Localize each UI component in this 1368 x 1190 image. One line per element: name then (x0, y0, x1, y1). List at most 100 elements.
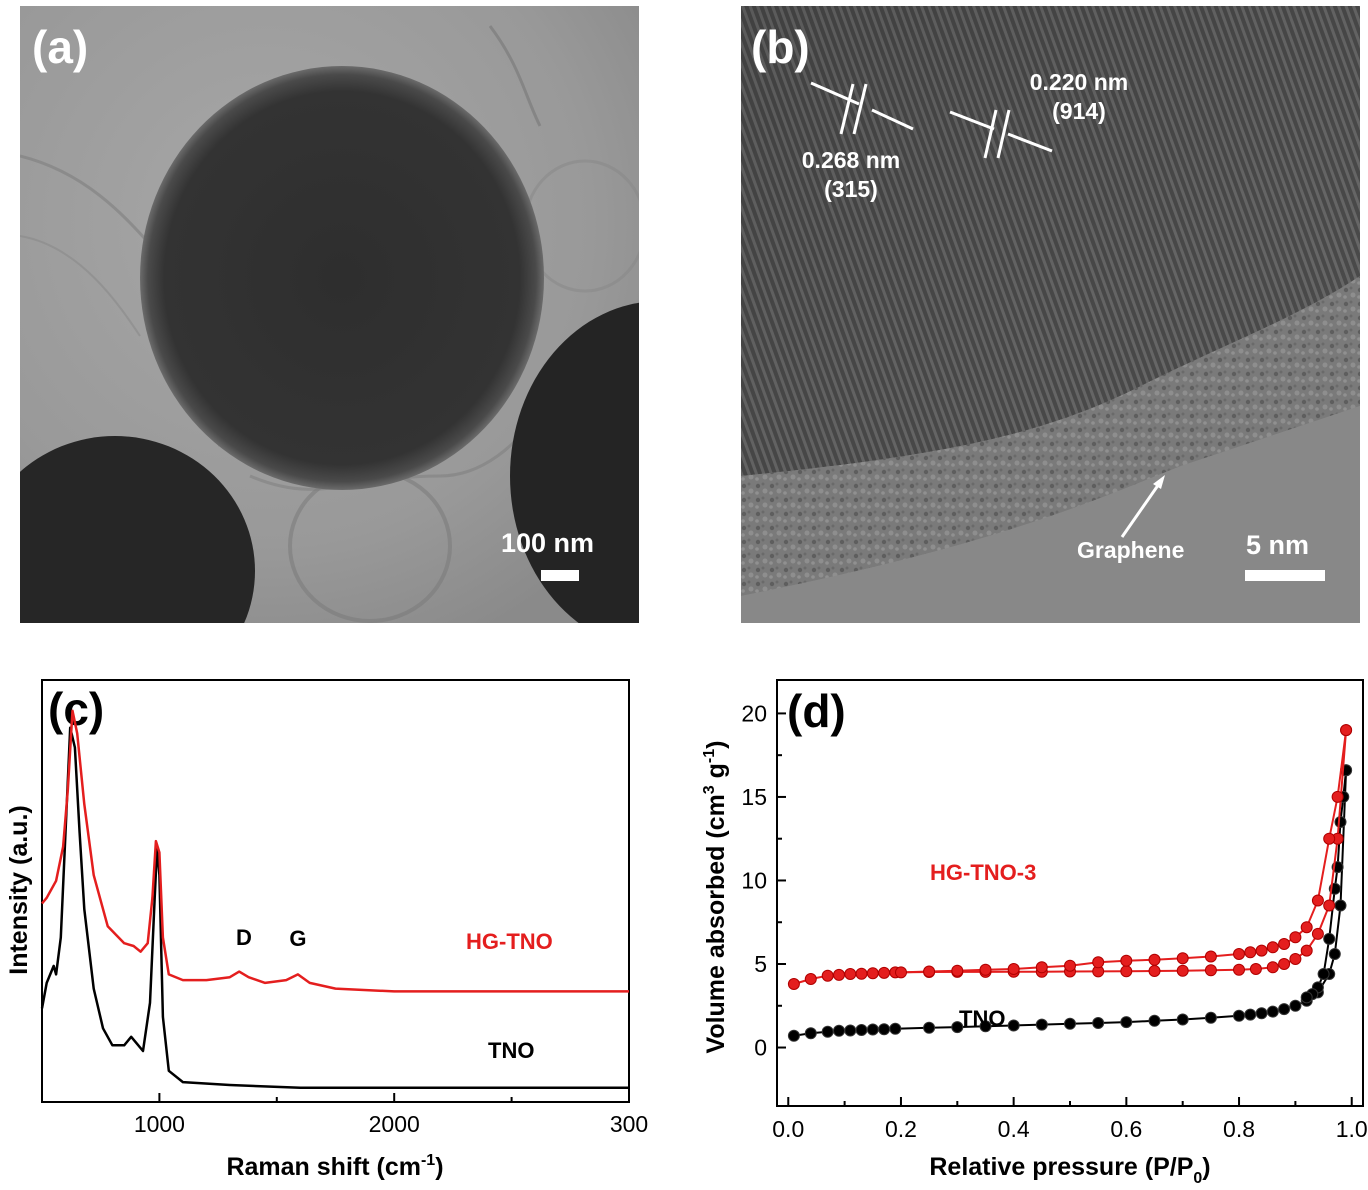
raman-series-label-hg-tno: HG-TNO (466, 929, 553, 954)
isotherm-point-tno (855, 1024, 868, 1036)
isotherm-point-hg-tno-3 (1278, 958, 1291, 970)
isotherm-point-hg-tno-3 (951, 964, 964, 977)
isotherm-point-hg-tno-3 (1249, 963, 1262, 975)
isotherm-point-tno (1035, 1018, 1048, 1031)
isotherm-point-hg-tno-3 (979, 963, 992, 976)
panel-label-a: (a) (32, 21, 89, 73)
particle-bottom-right (510, 302, 639, 623)
isotherm-point-tno (1300, 991, 1313, 1004)
isotherm-point-hg-tno-3 (1289, 953, 1302, 965)
raman-series-hg-tno (41, 709, 629, 993)
isotherm-adsorption-line-tno (793, 770, 1348, 1037)
isotherm-point-hg-tno-3 (1233, 963, 1245, 976)
isotherm-y-tick-label: 20 (741, 700, 767, 726)
isotherm-point-hg-tno-3 (1255, 944, 1268, 957)
isotherm-plot-frame (776, 679, 1364, 1107)
isotherm-point-hg-tno-3 (878, 966, 891, 979)
isotherm-y-axis-label: Volume absorbed (cm3 g-1) (701, 740, 730, 1053)
isotherm-point-hg-tno-3 (1244, 946, 1257, 959)
isotherm-point-tno (1064, 1017, 1076, 1030)
isotherm-point-hg-tno-3 (1204, 964, 1217, 977)
isotherm-point-hg-tno-3 (1340, 724, 1353, 737)
isotherm-point-tno (878, 1023, 891, 1036)
isotherm-y-tick-label: 5 (754, 951, 767, 977)
lattice-spacing-1-value: 0.268 nm (801, 147, 901, 173)
isotherm-point-tno (1148, 1014, 1161, 1027)
scale-bar-a (541, 570, 579, 581)
isotherm-point-hg-tno-3 (1300, 921, 1313, 934)
isotherm-point-hg-tno-3 (866, 967, 879, 980)
isotherm-series-label-tno: TNO (959, 1006, 1005, 1031)
isotherm-desorption-line-hg-tno-3 (900, 729, 1348, 974)
isotherm-point-hg-tno-3 (1323, 899, 1336, 912)
isotherm-point-tno (1317, 968, 1330, 980)
isotherm-point-tno (1204, 1011, 1217, 1024)
tem-image-panel-a: (a) 100 nm (20, 6, 639, 623)
isotherm-point-hg-tno-3 (1176, 952, 1189, 965)
raman-peak-D: D (236, 925, 252, 950)
isotherm-point-hg-tno-3 (1323, 832, 1336, 845)
lattice-spacing-1: 0.268 nm (315) (789, 146, 913, 204)
isotherm-point-hg-tno-3 (1300, 944, 1313, 957)
isotherm-point-tno (804, 1027, 817, 1040)
isotherm-point-hg-tno-3 (1233, 948, 1245, 960)
isotherm-x-tick-label: 0.2 (885, 1116, 917, 1142)
isotherm-point-tno (1092, 1017, 1105, 1029)
isotherm-point-tno (1334, 816, 1347, 828)
isotherm-point-tno (833, 1024, 845, 1037)
isotherm-point-tno (1255, 1007, 1268, 1020)
isotherm-ticks: 0.0 0.2 0.4 0.6 0.8 1.0 0 5 10 15 20 (741, 700, 1367, 1142)
panel-label-d: (d) (787, 685, 846, 737)
isotherm-point-tno (889, 1022, 902, 1035)
isotherm-point-hg-tno-3 (787, 978, 800, 990)
raman-ticks: 1000 2000 300 (41, 1093, 648, 1137)
isotherm-point-hg-tno-3 (855, 967, 868, 980)
isotherm-point-hg-tno-3 (1148, 953, 1161, 966)
hrtem-image-b (741, 6, 1360, 623)
raman-peak-G: G (289, 926, 306, 951)
hrtem-image-panel-b: (b) 0.268 nm (315) 0.220 nm (914) Graphe… (741, 6, 1360, 623)
lattice-spacing-2-plane: (914) (1052, 97, 1106, 124)
isotherm-point-hg-tno-3 (1266, 941, 1279, 954)
tem-image-a (20, 6, 639, 623)
isotherm-point-tno (923, 1021, 936, 1034)
isotherm-point-hg-tno-3 (1148, 965, 1161, 977)
isotherm-point-hg-tno-3 (844, 968, 857, 980)
graphene-label: Graphene (1077, 537, 1185, 563)
isotherm-y-tick-label: 10 (741, 867, 767, 893)
isotherm-point-hg-tno-3 (1092, 956, 1105, 969)
isotherm-point-tno (1176, 1013, 1189, 1026)
isotherm-point-hg-tno-3 (1289, 931, 1302, 944)
raman-x-tick-label: 1000 (134, 1111, 185, 1137)
isotherm-point-tno (979, 1020, 992, 1033)
isotherm-y-tick-label: 15 (741, 784, 767, 810)
isotherm-point-tno (1007, 1019, 1020, 1032)
isotherm-point-tno (787, 1029, 800, 1042)
isotherm-point-hg-tno-3 (1311, 927, 1324, 940)
lattice-spacing-2-value: 0.220 nm (1029, 69, 1129, 95)
isotherm-point-hg-tno-3 (1311, 894, 1324, 907)
raman-chart: (c) 1000 2000 300 D G HG-TNO TNO Raman shi… (5, 679, 648, 1181)
isotherm-point-tno (951, 1021, 964, 1034)
isotherm-point-tno (1334, 899, 1347, 912)
isotherm-point-tno (1244, 1008, 1257, 1021)
isotherm-x-tick-label: 0.0 (772, 1116, 804, 1142)
isotherm-point-hg-tno-3 (1120, 965, 1133, 978)
isotherm-series-label-hg-tno-3: HG-TNO-3 (930, 860, 1036, 885)
isotherm-point-tno (1278, 1003, 1291, 1016)
isotherm-point-hg-tno-3 (1064, 959, 1076, 972)
panel-label-b: (b) (751, 21, 810, 73)
isotherm-lines (787, 724, 1353, 1042)
lattice-spacing-1-plane: (315) (824, 175, 878, 202)
raman-x-tick-label: 300 (610, 1111, 648, 1137)
raman-series-tno (40, 726, 629, 1090)
isotherm-point-hg-tno-3 (833, 968, 845, 981)
isotherm-point-hg-tno-3 (895, 966, 907, 979)
raman-plot-frame (41, 679, 630, 1103)
isotherm-point-tno (844, 1024, 857, 1037)
raman-series-label-tno: TNO (488, 1038, 534, 1063)
scale-bar-b (1245, 570, 1325, 581)
isotherm-point-tno (1233, 1009, 1245, 1022)
particle-bottom-left (20, 436, 255, 623)
isotherm-point-tno (1289, 999, 1302, 1012)
